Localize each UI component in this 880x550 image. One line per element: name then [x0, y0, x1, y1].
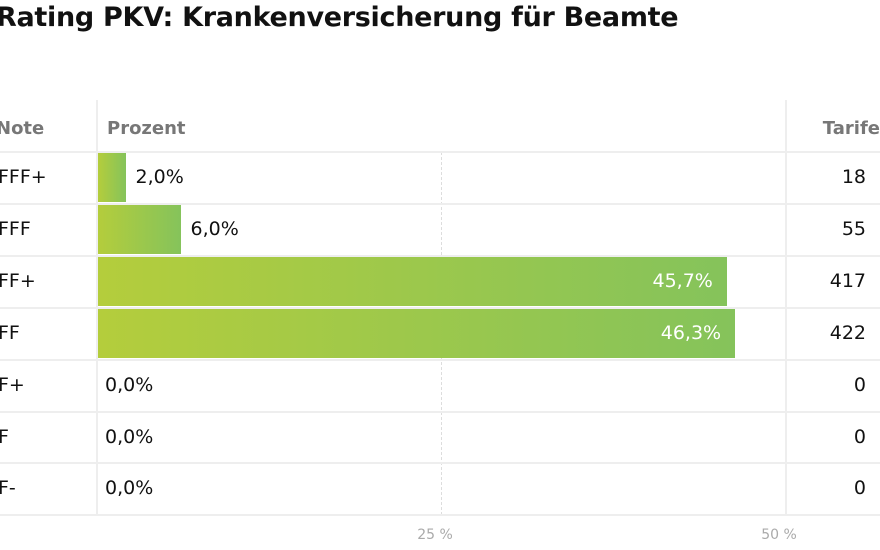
category-label: F — [0, 425, 9, 448]
row-divider — [0, 151, 880, 153]
row-divider — [0, 462, 880, 465]
bar — [98, 204, 181, 254]
category-label: FF+ — [0, 269, 36, 292]
header-note: Note — [0, 118, 45, 139]
row-divider — [0, 358, 880, 361]
bar — [98, 153, 126, 202]
tick-label: 50 % — [761, 527, 797, 543]
tarife-value: 0 — [853, 373, 866, 396]
category-label: FFF+ — [0, 166, 47, 188]
row-divider — [0, 514, 880, 517]
row-divider — [0, 254, 880, 257]
chart-title: Rating PKV: Krankenversicherung für Beam… — [0, 2, 679, 33]
value-label: 0,0% — [105, 425, 154, 448]
category-label: F+ — [0, 373, 25, 396]
category-label: F- — [0, 477, 16, 500]
value-label: 0,0% — [105, 373, 154, 396]
tarife-value: 0 — [853, 477, 866, 500]
value-label: 2,0% — [135, 166, 184, 188]
value-label: 6,0% — [190, 217, 239, 240]
bar — [98, 256, 727, 306]
tarife-value: 0 — [853, 425, 866, 448]
value-label: 0,0% — [105, 477, 154, 500]
tarife-value: 55 — [841, 217, 866, 240]
header-prozent: Prozent — [107, 118, 186, 139]
header-tarife: Tarife — [822, 118, 880, 139]
bar — [98, 308, 736, 358]
row-divider — [0, 202, 880, 205]
tarife-value: 18 — [841, 166, 866, 188]
tarife-value: 417 — [829, 269, 866, 292]
tarife-value: 422 — [829, 321, 866, 344]
row-divider — [0, 410, 880, 413]
tick-label: 25 % — [417, 527, 453, 543]
category-label: FF — [0, 321, 20, 344]
row-divider — [0, 306, 880, 309]
value-label: 45,7% — [652, 269, 713, 292]
category-label: FFF — [0, 217, 31, 240]
value-label: 46,3% — [660, 321, 722, 344]
